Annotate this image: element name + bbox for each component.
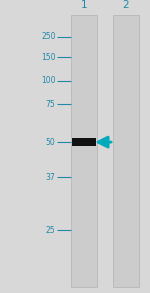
Text: 75: 75 — [46, 100, 56, 108]
Bar — [113, 15, 139, 287]
Text: 250: 250 — [41, 32, 56, 41]
Text: 50: 50 — [46, 138, 56, 146]
Bar — [72, 138, 96, 146]
Text: 100: 100 — [41, 76, 56, 85]
Bar — [71, 15, 97, 287]
Text: 150: 150 — [41, 53, 56, 62]
Text: 2: 2 — [123, 0, 129, 10]
Text: 37: 37 — [46, 173, 56, 182]
Text: 1: 1 — [81, 0, 87, 10]
Text: 25: 25 — [46, 226, 56, 234]
